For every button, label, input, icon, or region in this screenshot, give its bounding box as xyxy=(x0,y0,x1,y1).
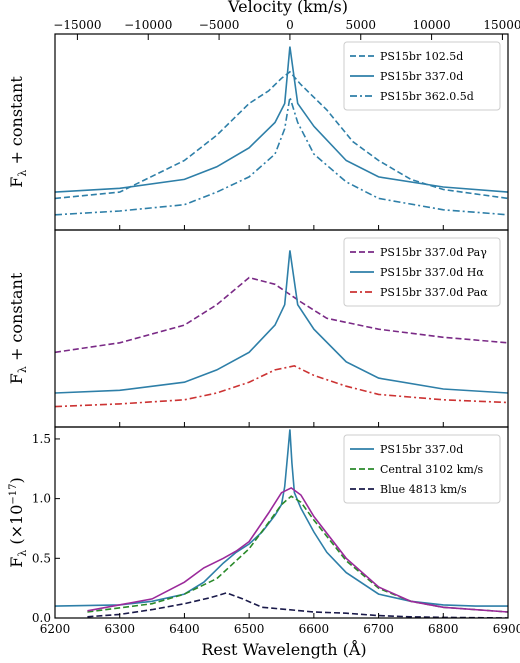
panel-1: Fλ + constant PS15br 102.5d PS15br 337.0d P… xyxy=(7,33,509,231)
legend-label: PS15br 362.0.5d xyxy=(380,90,474,103)
legend-label: PS15br 337.0d xyxy=(380,443,463,456)
x-tick-label: 6300 xyxy=(104,622,135,636)
x-tick-label: 6600 xyxy=(299,622,330,636)
series-line-1 xyxy=(55,70,508,200)
y-tick-label: 1.5 xyxy=(32,432,51,446)
series-line-1 xyxy=(55,429,508,607)
legend-box xyxy=(343,41,501,111)
series-line-4 xyxy=(87,486,508,613)
panel-3: Fλ (×10−17) PS15br 337.0d Central 3102 km/… xyxy=(7,426,520,636)
legend-label: Blue 4813 km/s xyxy=(380,483,467,496)
top-axis-label: Velocity (km/s) xyxy=(227,0,348,16)
series-line-1 xyxy=(55,276,508,354)
top-tick-label: −10000 xyxy=(124,18,172,32)
y-axis-label: Fλ + constant xyxy=(7,76,29,188)
panel-2: Fλ + constant PS15br 337.0d Paγ PS15br 337… xyxy=(7,229,509,428)
x-tick-label: 6900 xyxy=(493,622,520,636)
legend-label: PS15br 337.0d xyxy=(380,70,463,83)
series-line-2 xyxy=(55,46,508,193)
legend-box xyxy=(343,237,501,307)
legend-label: PS15br 337.0d Paα xyxy=(380,286,488,299)
legend-label: PS15br 337.0d Hα xyxy=(380,266,484,279)
top-axis-ticks: −15000 −10000 −5000 0 5000 10000 15000 xyxy=(53,18,520,40)
legend-box xyxy=(343,434,501,504)
series-line-3 xyxy=(87,592,508,618)
legend-label: PS15br 102.5d xyxy=(380,50,463,63)
y-tick-label: 1.0 xyxy=(32,492,51,506)
top-tick-label: 0 xyxy=(286,18,294,32)
top-tick-label: 15000 xyxy=(483,18,520,32)
x-axis-label: Rest Wavelength (Å) xyxy=(201,639,366,659)
x-tick-label: 6200 xyxy=(40,622,71,636)
panel-frame xyxy=(54,426,509,619)
y-axis-label: Fλ (×10−17) xyxy=(7,477,29,568)
x-tick-label: 6700 xyxy=(363,622,394,636)
series-group xyxy=(55,250,508,408)
y-tick-label: 0.5 xyxy=(32,551,51,565)
x-tick-label: 6800 xyxy=(428,622,459,636)
series-line-2 xyxy=(55,250,508,394)
top-tick-label: 10000 xyxy=(412,18,450,32)
legend-label: Central 3102 km/s xyxy=(380,463,484,476)
top-tick-label: −15000 xyxy=(53,18,101,32)
top-tick-label: 5000 xyxy=(345,18,376,32)
legend-label: PS15br 337.0d Paγ xyxy=(380,246,487,259)
series-group xyxy=(55,429,508,618)
x-tick-label: 6500 xyxy=(234,622,265,636)
series-group xyxy=(55,46,508,216)
y-tick-label: 0.0 xyxy=(32,611,51,625)
x-tick-label: 6400 xyxy=(169,622,200,636)
series-line-2 xyxy=(87,495,508,613)
series-line-3 xyxy=(55,365,508,408)
series-line-3 xyxy=(55,96,508,216)
y-axis-label: Fλ + constant xyxy=(7,272,29,384)
top-tick-label: −5000 xyxy=(199,18,240,32)
